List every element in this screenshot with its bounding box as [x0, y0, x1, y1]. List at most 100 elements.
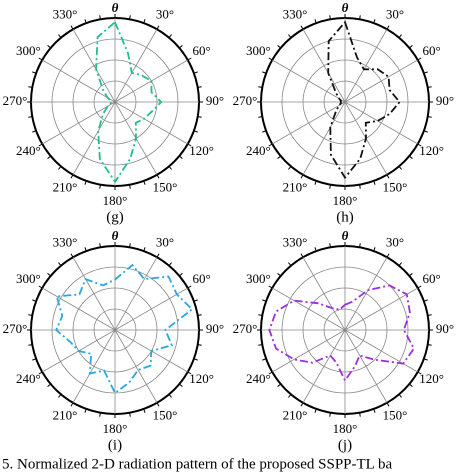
tick-mark: [129, 184, 131, 189]
panel-label: (j): [338, 437, 352, 453]
tick-mark: [32, 71, 37, 74]
tick-mark: [300, 402, 304, 407]
tick-mark: [28, 116, 33, 118]
tick-mark: [47, 383, 51, 387]
tick-mark: [258, 314, 263, 316]
tick-mark: [373, 180, 376, 185]
theta-tick-label: 120°: [419, 143, 444, 158]
tick-mark: [70, 25, 74, 30]
tick-mark: [84, 408, 87, 413]
tick-mark: [143, 180, 146, 185]
theta-tick-label: 150°: [383, 408, 408, 423]
grid-spoke: [272, 329, 346, 373]
axis-title: θ: [342, 228, 349, 243]
theta-tick-label: 270°: [233, 321, 258, 336]
tick-mark: [28, 86, 33, 88]
axis-title: θ: [342, 0, 349, 15]
grid-spoke: [344, 287, 418, 331]
tick-mark: [427, 116, 432, 118]
tick-mark: [329, 15, 331, 20]
tick-mark: [32, 358, 37, 361]
tick-mark: [179, 155, 183, 159]
axis-title: θ: [112, 0, 119, 15]
tick-mark: [262, 71, 267, 74]
grid-spoke: [302, 101, 346, 175]
theta-tick-label: 210°: [53, 180, 78, 195]
grid-spoke: [344, 59, 418, 103]
tick-mark: [277, 45, 281, 49]
theta-tick-label: 30°: [386, 6, 404, 21]
tick-mark: [423, 130, 428, 133]
tick-mark: [143, 408, 146, 413]
theta-tick-label: 240°: [246, 371, 271, 386]
tick-mark: [99, 243, 101, 248]
tick-mark: [314, 19, 317, 24]
theta-tick-label: 30°: [156, 234, 174, 249]
tick-mark: [359, 15, 361, 20]
tick-mark: [288, 166, 292, 170]
tick-mark: [156, 174, 160, 179]
tick-mark: [409, 45, 413, 49]
tick-mark: [38, 371, 43, 375]
tick-mark: [38, 57, 43, 61]
theta-tick-label: 180°: [103, 193, 128, 208]
tick-mark: [58, 394, 62, 398]
theta-tick-label: 180°: [103, 421, 128, 436]
tick-mark: [70, 174, 74, 179]
theta-tick-label: 270°: [3, 93, 28, 108]
grid-spoke: [344, 329, 388, 403]
tick-mark: [386, 174, 390, 179]
grid-spoke: [72, 29, 116, 103]
tick-mark: [409, 383, 413, 387]
tick-mark: [179, 273, 183, 277]
theta-tick-label: 330°: [53, 234, 78, 249]
theta-tick-label: 30°: [386, 234, 404, 249]
tick-mark: [262, 299, 267, 302]
tick-mark: [288, 34, 292, 38]
axis-title: θ: [112, 228, 119, 243]
grid-spoke: [72, 101, 116, 175]
grid-spoke: [114, 29, 158, 103]
grid-spoke: [114, 329, 158, 403]
tick-mark: [268, 371, 273, 375]
tick-mark: [84, 19, 87, 24]
grid-spoke: [72, 329, 116, 403]
grid-spoke: [42, 101, 116, 145]
tick-mark: [427, 314, 432, 316]
grid-spoke: [344, 257, 388, 331]
tick-mark: [197, 86, 202, 88]
theta-tick-label: 90°: [206, 321, 224, 336]
tick-mark: [329, 243, 331, 248]
tick-mark: [409, 273, 413, 277]
tick-mark: [359, 184, 361, 189]
tick-mark: [70, 402, 74, 407]
tick-mark: [373, 19, 376, 24]
tick-mark: [262, 358, 267, 361]
tick-mark: [386, 253, 390, 258]
theta-tick-label: 150°: [153, 180, 178, 195]
pattern-line: [95, 20, 163, 184]
tick-mark: [193, 71, 198, 74]
theta-tick-label: 240°: [16, 143, 41, 158]
pattern-line: [55, 263, 194, 395]
theta-tick-label: 150°: [383, 180, 408, 195]
grid-spoke: [42, 59, 116, 103]
tick-mark: [197, 344, 202, 346]
tick-mark: [258, 86, 263, 88]
tick-mark: [427, 86, 432, 88]
tick-mark: [47, 45, 51, 49]
theta-tick-label: 330°: [53, 6, 78, 21]
theta-tick-label: 60°: [193, 43, 211, 58]
grid-spoke: [302, 329, 346, 403]
tick-mark: [28, 344, 33, 346]
tick-mark: [179, 383, 183, 387]
grid-spoke: [114, 257, 158, 331]
theta-tick-label: 270°: [3, 321, 28, 336]
panel-label: (h): [336, 209, 354, 225]
tick-mark: [423, 299, 428, 302]
tick-mark: [277, 273, 281, 277]
tick-mark: [129, 15, 131, 20]
theta-tick-label: 60°: [193, 271, 211, 286]
tick-mark: [417, 285, 422, 289]
